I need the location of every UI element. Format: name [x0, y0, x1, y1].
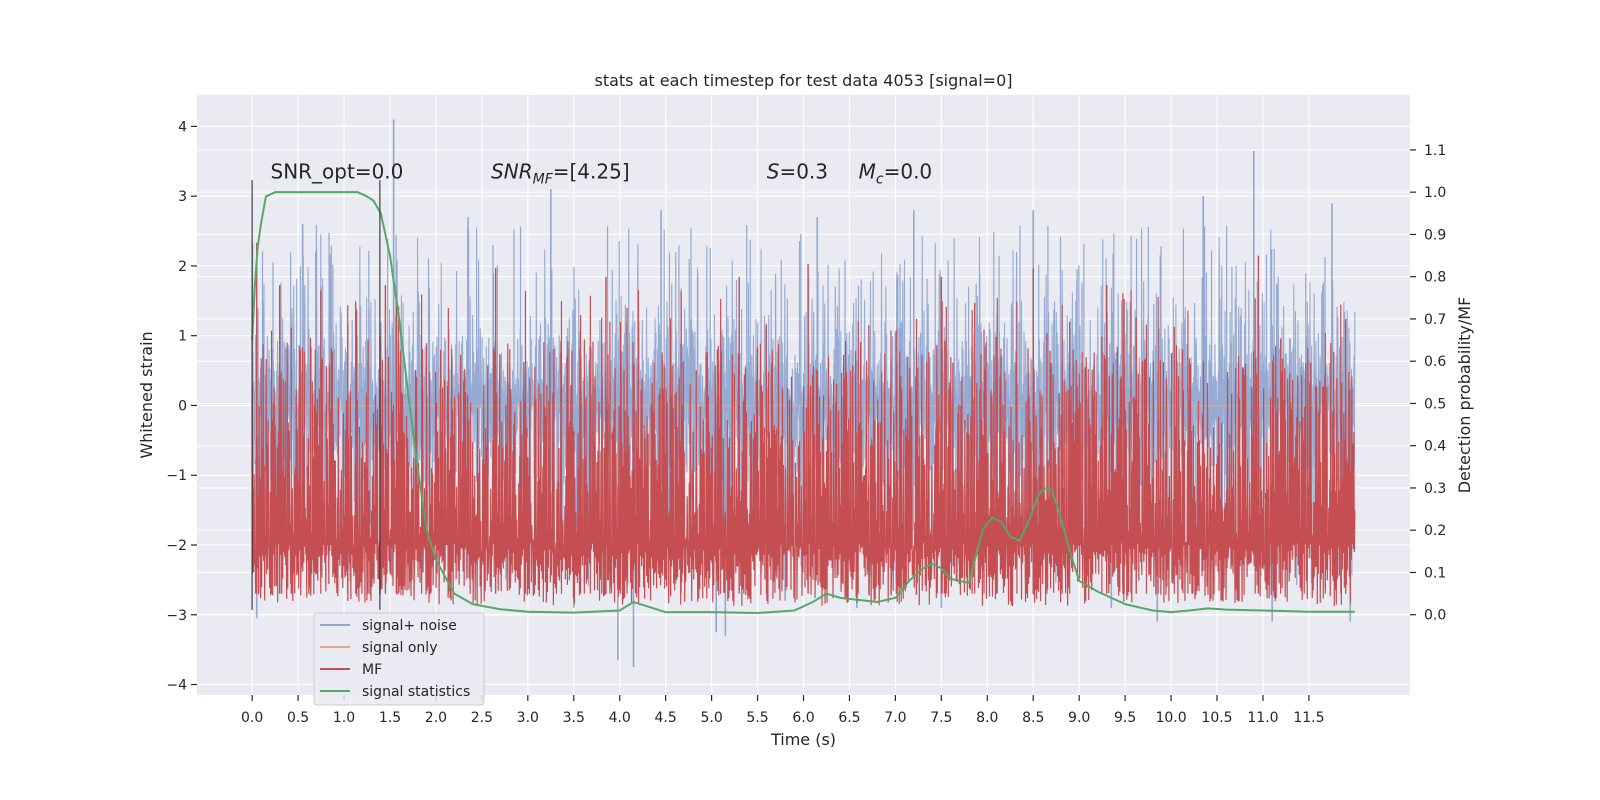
x-tick-label: 5.0 [700, 710, 722, 726]
legend-label: signal only [362, 640, 437, 656]
y-tick-label: −1 [166, 468, 187, 484]
vertical-lines [251, 180, 381, 610]
x-tick-label: 7.5 [930, 710, 952, 726]
annotation-s-value: S=0.3 [767, 160, 828, 184]
y-tick-label: −3 [166, 608, 187, 624]
x-axis: 0.0 0.5 1.0 1.5 2.0 2.5 3.0 3.5 4.0 4.5 5.0 5.5 6.0 6… [241, 695, 1325, 726]
y-axis-label: Whitened strain [137, 331, 156, 458]
y2-tick-label: 0.3 [1424, 481, 1446, 497]
y-tick-label: 0 [178, 398, 187, 414]
left-y-axis: −4 −3 −2 −1 0 1 2 3 4 [166, 119, 197, 694]
y2-axis-label: Detection probability/MF [1455, 297, 1474, 494]
series-signal-statistics [251, 191, 1355, 615]
y2-tick-label: 0.4 [1424, 439, 1446, 455]
chart-title: stats at each timestep for test data 405… [594, 71, 1012, 90]
x-tick-label: 1.0 [333, 710, 355, 726]
y-tick-label: 1 [178, 329, 187, 345]
x-tick-label: 4.0 [609, 710, 631, 726]
x-axis-label: Time (s) [770, 730, 836, 749]
y2-tick-label: 0.9 [1424, 227, 1446, 243]
x-tick-label: 9.0 [1068, 710, 1090, 726]
y2-tick-label: 0.0 [1424, 608, 1446, 624]
legend-label: signal statistics [362, 684, 470, 700]
annotations: SNR_opt=0.0 SNRMF=[4.25] S=0.3 Mc=0.0 [271, 160, 933, 188]
series-mf [251, 340, 1356, 607]
x-tick-label: 0.0 [241, 710, 263, 726]
y2-tick-label: 0.2 [1424, 523, 1446, 539]
y2-tick-label: 0.6 [1424, 354, 1446, 370]
x-tick-label: 11.0 [1247, 710, 1278, 726]
x-tick-label: 4.5 [655, 710, 677, 726]
y-tick-label: 4 [178, 119, 187, 135]
annotation-snr-mf: SNRMF=[4.25] [491, 160, 630, 188]
x-tick-label: 1.5 [379, 710, 401, 726]
x-tick-label: 10.5 [1201, 710, 1232, 726]
x-tick-label: 6.5 [838, 710, 860, 726]
y2-tick-label: 0.5 [1424, 396, 1446, 412]
y2-tick-label: 0.7 [1424, 312, 1446, 328]
x-tick-label: 2.5 [471, 710, 493, 726]
x-tick-label: 2.0 [425, 710, 447, 726]
legend: signal+ noise signal only MF signal statist… [313, 612, 485, 706]
y-tick-label: −4 [166, 678, 187, 694]
legend-box [313, 612, 485, 706]
x-tick-label: 9.5 [1114, 710, 1136, 726]
x-tick-label: 5.5 [746, 710, 768, 726]
annotation-snr-opt: SNR_opt=0.0 [271, 160, 404, 184]
x-tick-label: 6.0 [792, 710, 814, 726]
x-tick-label: 3.5 [563, 710, 585, 726]
x-tick-label: 8.5 [1022, 710, 1044, 726]
series-layer [251, 119, 1356, 668]
x-tick-label: 3.0 [517, 710, 539, 726]
y-tick-label: 3 [178, 189, 187, 205]
x-tick-label: 7.0 [884, 710, 906, 726]
right-y-axis: 0.0 0.1 0.2 0.3 0.4 0.5 0.6 0.7 0.8 0.9 1.0 1.1 [1410, 143, 1446, 624]
y2-tick-label: 0.1 [1424, 565, 1446, 581]
legend-label: signal+ noise [362, 618, 457, 634]
annotation-mc-value: Mc=0.0 [859, 160, 933, 188]
legend-label: MF [362, 662, 382, 678]
y-tick-label: −2 [166, 538, 187, 554]
y-tick-label: 2 [178, 259, 187, 275]
x-tick-label: 8.0 [976, 710, 998, 726]
x-tick-label: 10.0 [1155, 710, 1186, 726]
x-tick-label: 0.5 [287, 710, 309, 726]
y2-tick-label: 1.1 [1424, 143, 1446, 159]
y2-tick-label: 0.8 [1424, 270, 1446, 286]
x-tick-label: 11.5 [1293, 710, 1324, 726]
y2-tick-label: 1.0 [1424, 185, 1446, 201]
